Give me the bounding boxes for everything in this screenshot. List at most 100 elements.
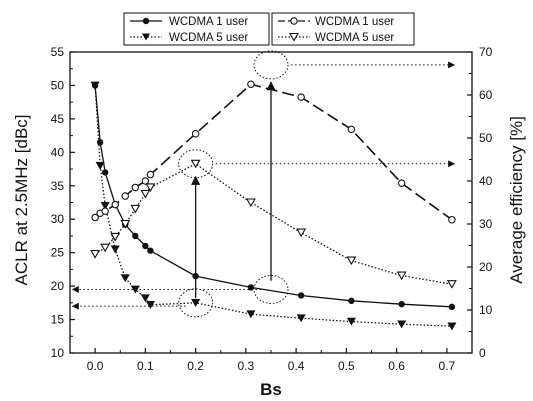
- y-right-tick-label: 50: [479, 131, 493, 145]
- y-right-tick-label: 40: [479, 174, 493, 188]
- data-point-eff_5: [190, 159, 201, 169]
- data-point-eff_5: [145, 183, 156, 193]
- data-point-aclr_5: [130, 285, 140, 294]
- y-left-tick-label: 15: [51, 313, 65, 327]
- legend-marker-aclr-5: [142, 33, 150, 41]
- legend-label-eff-5: WCDMA 5 user: [315, 32, 394, 44]
- data-point-eff_1: [297, 93, 305, 101]
- y-axis-label-right: Average efficiency [%]: [507, 116, 526, 284]
- y-left-tick-label: 10: [51, 346, 65, 360]
- series-line-eff_1: [94, 83, 453, 221]
- y-left-tick-label: 35: [51, 179, 65, 193]
- x-tick-label: 0.6: [388, 359, 405, 373]
- data-point-aclr_1: [132, 232, 139, 240]
- data-point-eff_1: [347, 125, 356, 134]
- data-point-eff_1: [111, 200, 119, 209]
- data-point-aclr_1: [448, 303, 456, 311]
- data-point-aclr_1: [398, 300, 405, 308]
- data-point-aclr_5: [246, 310, 256, 319]
- y-axis-left: 10 15 20 25 30 35 40 45 50 55: [51, 45, 75, 360]
- data-point-eff_5: [296, 228, 307, 238]
- y-right-tick-label: 10: [479, 303, 493, 317]
- highlight-circle: [253, 274, 289, 304]
- x-tick-label: 0.2: [187, 359, 204, 373]
- data-point-aclr_5: [95, 161, 105, 170]
- y-left-tick-label: 55: [51, 45, 65, 59]
- y-left-tick-label: 25: [51, 246, 65, 260]
- y-right-tick-label: 0: [479, 346, 486, 360]
- data-point-aclr_1: [247, 284, 255, 291]
- data-point-eff_5: [90, 250, 101, 259]
- series-layer: [90, 80, 457, 331]
- data-point-eff_1: [131, 183, 140, 192]
- series-line-aclr_1: [94, 85, 452, 308]
- highlight-circle: [178, 288, 214, 318]
- x-tick-label: 0.3: [238, 359, 255, 373]
- series-line-aclr_5: [94, 85, 452, 327]
- data-point-aclr_5: [140, 294, 150, 303]
- data-point-aclr_5: [90, 81, 100, 90]
- y-right-tick-label: 20: [479, 260, 493, 274]
- data-point-eff_1: [397, 179, 406, 187]
- data-point-aclr_1: [192, 272, 199, 280]
- data-point-eff_1: [121, 192, 130, 200]
- data-point-aclr_1: [96, 139, 104, 146]
- data-point-eff_5: [446, 280, 457, 289]
- data-point-eff_1: [247, 80, 255, 89]
- legend-left: WCDMA 1 user WCDMA 5 user: [123, 12, 270, 46]
- y-right-tick-label: 70: [479, 45, 493, 59]
- data-point-aclr_5: [120, 274, 130, 283]
- data-point-eff_1: [101, 207, 109, 215]
- highlight-circle: [178, 149, 214, 179]
- legend-marker-eff-5: [289, 32, 299, 42]
- data-point-aclr_1: [101, 169, 109, 176]
- data-point-eff_1: [191, 129, 200, 138]
- legend-label-aclr-1: WCDMA 1 user: [169, 16, 248, 28]
- x-axis: 0.0 0.1 0.2 0.3 0.4 0.5 0.6 0.7: [87, 348, 456, 373]
- data-point-eff_5: [245, 198, 256, 208]
- data-point-eff_5: [100, 243, 111, 253]
- data-point-eff_5: [396, 271, 407, 281]
- data-point-eff_5: [110, 232, 121, 242]
- x-tick-label: 0.0: [87, 359, 104, 373]
- data-point-aclr_5: [296, 314, 306, 323]
- data-point-aclr_5: [191, 299, 201, 307]
- data-point-aclr_1: [297, 292, 305, 299]
- legend-marker-aclr-1: [142, 17, 150, 25]
- data-point-eff_1: [141, 177, 150, 185]
- data-point-aclr_5: [346, 317, 356, 326]
- data-point-eff_5: [346, 256, 357, 266]
- data-point-aclr_1: [142, 242, 149, 250]
- x-tick-label: 0.4: [288, 359, 305, 373]
- data-point-eff_1: [448, 215, 456, 224]
- data-point-eff_5: [140, 189, 151, 199]
- y-left-tick-label: 20: [51, 279, 65, 293]
- data-point-aclr_1: [348, 297, 355, 305]
- x-tick-label: 0.5: [338, 359, 355, 373]
- y-left-tick-label: 50: [51, 78, 65, 92]
- data-point-aclr_5: [145, 301, 155, 309]
- data-point-eff_1: [91, 213, 99, 222]
- y-left-tick-label: 45: [51, 112, 65, 126]
- y-axis-label-left: ACLR at 2.5MHz [dBc]: [12, 114, 31, 285]
- data-point-aclr_5: [100, 202, 110, 210]
- y-left-tick-label: 40: [51, 145, 65, 159]
- data-point-eff_5: [120, 219, 131, 229]
- data-point-aclr_5: [397, 320, 407, 329]
- legend-right: WCDMA 1 user WCDMA 5 user: [271, 12, 415, 46]
- x-tick-label: 0.1: [137, 359, 154, 373]
- y-right-tick-label: 60: [479, 88, 493, 102]
- x-axis-label: Bs: [260, 380, 282, 399]
- legend-label-aclr-5: WCDMA 5 user: [169, 32, 248, 44]
- data-point-aclr_5: [110, 245, 120, 254]
- legend-left-box: [123, 12, 270, 46]
- annotations: [71, 50, 456, 318]
- y-axis-right: 0 10 20 30 40 50 60 70: [467, 45, 493, 360]
- data-point-eff_1: [146, 170, 155, 179]
- highlight-circle: [253, 50, 289, 80]
- y-left-tick-label: 30: [51, 212, 65, 226]
- x-tick-label: 0.7: [439, 359, 456, 373]
- legend-marker-eff-1: [290, 17, 298, 25]
- data-point-aclr_1: [147, 247, 154, 254]
